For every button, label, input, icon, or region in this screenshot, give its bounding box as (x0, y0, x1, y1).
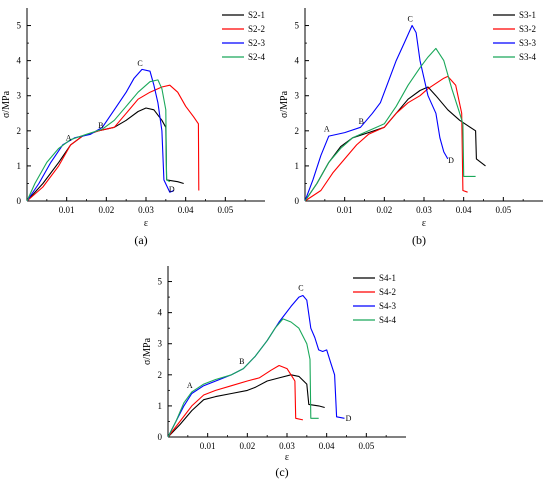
panel-c: 0.01 0.02 0.03 0.04 0.05 0 1 2 3 4 5 ε σ/MPa A B C D S4-1… (142, 266, 406, 479)
y-tick-label: 5 (295, 21, 300, 31)
point-label-A: A (187, 381, 193, 390)
x-axis-title: ε (285, 452, 289, 463)
point-label-D: D (448, 156, 454, 165)
y-tick-label: 2 (17, 126, 22, 136)
point-label-D: D (169, 185, 175, 194)
x-tick-label: 0.04 (319, 441, 335, 451)
panel-label: (b) (412, 233, 426, 247)
point-label-C: C (407, 14, 412, 23)
y-tick-label: 1 (295, 161, 300, 171)
y-tick-label: 3 (17, 91, 22, 101)
point-label-A: A (66, 134, 72, 143)
series-line-S4-2 (167, 364, 304, 438)
series-line-S4-3 (167, 294, 345, 438)
y-axis-title: σ/MPa (279, 90, 290, 118)
series-line-S4-4 (167, 318, 319, 438)
legend-entry: S4-4 (379, 315, 397, 325)
x-tick-label: 0.02 (239, 441, 255, 451)
point-label-D: D (346, 414, 352, 423)
x-tick-label: 0.01 (200, 441, 216, 451)
legend-entry: S3-1 (519, 10, 536, 20)
x-tick-label: 0.04 (178, 205, 194, 215)
y-axis-title: σ/MPa (1, 90, 12, 118)
x-axis-title: ε (144, 218, 148, 229)
y-tick-label: 2 (295, 126, 300, 136)
legend-entry: S4-3 (379, 301, 397, 311)
x-tick-label: 0.03 (416, 205, 432, 215)
x-tick-label: 0.02 (376, 205, 392, 215)
y-tick-label: 0 (158, 432, 163, 442)
point-label-C: C (137, 59, 142, 68)
y-tick-label: 4 (17, 56, 22, 66)
point-label-B: B (359, 117, 364, 126)
point-label-B: B (98, 121, 103, 130)
x-tick-label: 0.03 (138, 205, 154, 215)
series-line-S3-1 (304, 86, 486, 202)
series-line-S3-2 (304, 75, 468, 202)
y-tick-label: 3 (158, 339, 163, 349)
legend-entry: S3-4 (519, 52, 537, 62)
series-line-S2-4 (26, 79, 171, 202)
x-tick-label: 0.01 (59, 205, 75, 215)
point-label-A: A (324, 125, 330, 134)
x-tick-label: 0.01 (337, 205, 353, 215)
legend-entry: S2-4 (248, 52, 266, 62)
x-tick-label: 0.05 (495, 205, 511, 215)
y-tick-label: 4 (295, 56, 300, 66)
legend-entry: S2-1 (248, 10, 265, 20)
x-tick-label: 0.05 (358, 441, 374, 451)
series-line-S3-3 (304, 24, 449, 202)
legend-entry: S3-2 (519, 24, 536, 34)
legend-entry: S2-2 (248, 24, 265, 34)
y-tick-label: 2 (158, 370, 163, 380)
x-tick-label: 0.02 (98, 205, 114, 215)
point-label-C: C (298, 283, 303, 292)
series-line-S2-3 (26, 68, 175, 202)
x-axis-title: ε (422, 218, 426, 229)
legend-entry: S4-2 (379, 287, 396, 297)
panel-b: 0.01 0.02 0.03 0.04 0.05 0 1 2 3 4 5 ε σ/MPa A B C D S3-1… (279, 8, 543, 247)
y-tick-label: 5 (158, 277, 163, 287)
panel-a: 0.01 0.02 0.03 0.04 0.05 0 1 2 3 4 5 ε σ/MPa A B C D S2-1… (1, 8, 266, 247)
series-line-S3-4 (304, 47, 476, 202)
y-tick-label: 5 (17, 21, 22, 31)
panel-label: (c) (275, 465, 288, 479)
point-label-B: B (239, 357, 244, 366)
x-tick-label: 0.03 (279, 441, 295, 451)
y-tick-label: 3 (295, 91, 300, 101)
series-line-S4-1 (167, 374, 325, 438)
legend-entry: S4-1 (379, 273, 396, 283)
x-tick-label: 0.05 (217, 205, 233, 215)
x-tick-label: 0.04 (456, 205, 472, 215)
y-tick-label: 4 (158, 308, 163, 318)
panel-label: (a) (134, 233, 147, 247)
series-line-S2-2 (26, 84, 200, 202)
legend-entry: S2-3 (248, 38, 266, 48)
legend-entry: S3-3 (519, 38, 537, 48)
y-tick-label: 1 (158, 401, 163, 411)
y-tick-label: 0 (295, 196, 300, 206)
y-tick-label: 1 (17, 161, 22, 171)
y-axis-title: σ/MPa (142, 337, 153, 365)
y-tick-label: 0 (17, 196, 22, 206)
